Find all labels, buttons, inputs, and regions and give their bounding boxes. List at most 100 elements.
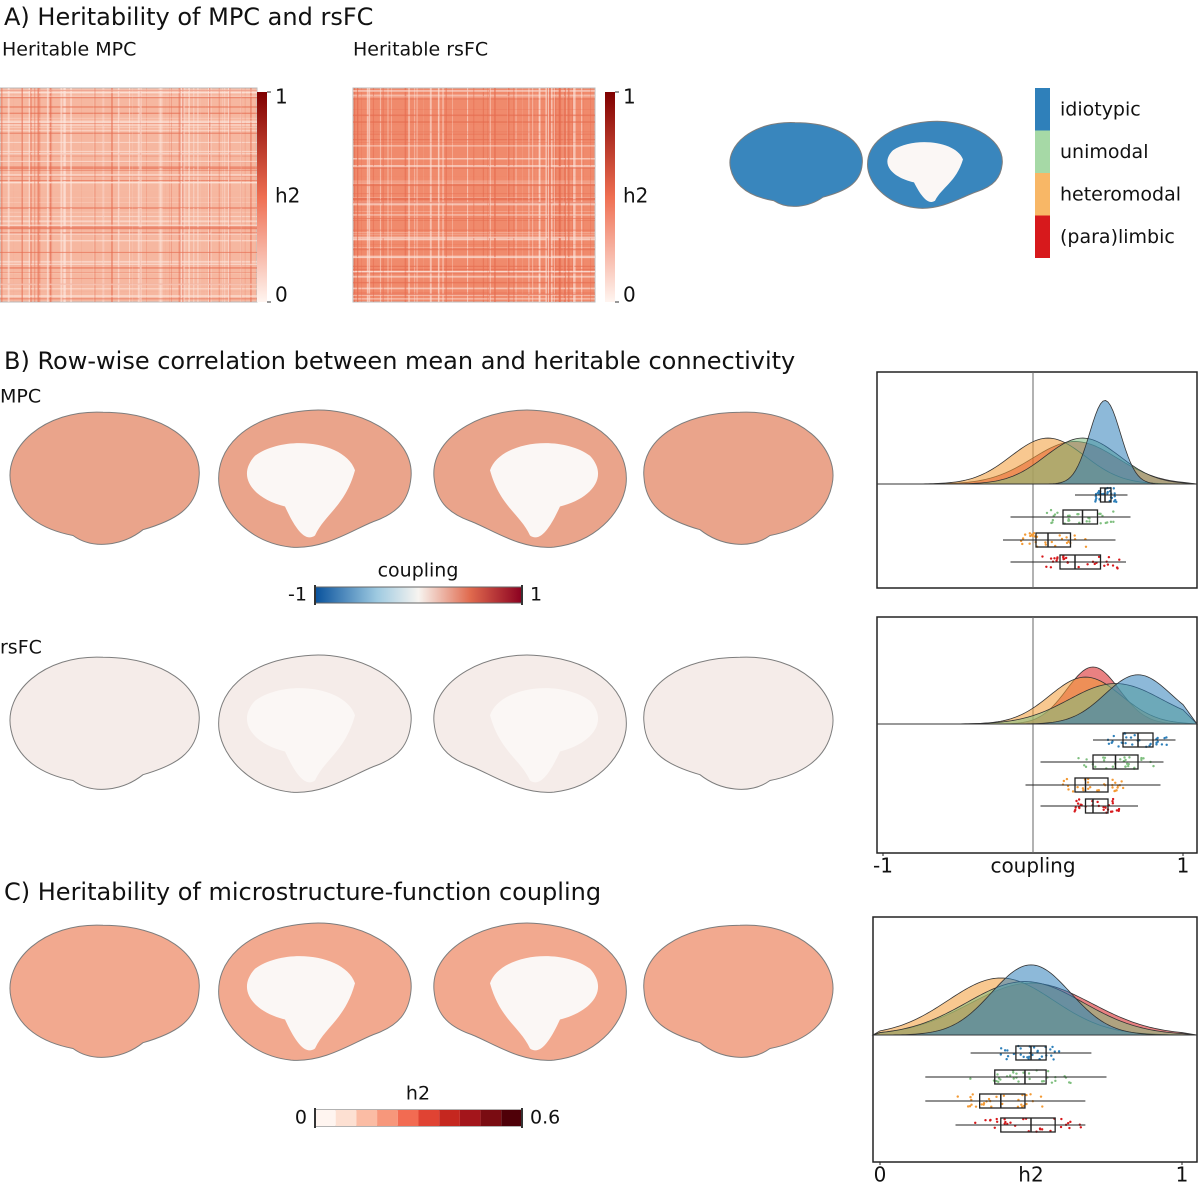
plot-frame	[872, 916, 1198, 1163]
jitter-point	[1111, 778, 1114, 782]
box	[994, 1069, 1047, 1085]
jitter-point	[1067, 540, 1070, 543]
jitter-point	[1050, 1081, 1054, 1084]
jitter-point	[1115, 500, 1118, 504]
jitter-point	[1106, 492, 1109, 495]
jitter-point	[1088, 517, 1091, 520]
jitter-point	[1165, 736, 1168, 739]
jitter-point	[1021, 537, 1025, 540]
jitter-point	[1102, 808, 1105, 812]
jitter-point	[1115, 566, 1119, 569]
jitter-point	[1103, 756, 1107, 759]
jitter-point	[1027, 1072, 1031, 1075]
jitter-point	[1163, 736, 1166, 740]
jitter-point	[1111, 786, 1114, 789]
jitter-point	[1148, 744, 1151, 747]
jitter-point	[1066, 1121, 1070, 1125]
row-label: MPC	[0, 386, 41, 408]
jitter-point	[1081, 787, 1085, 790]
matrix-label: Heritable rsFC	[353, 39, 488, 61]
jitter-point	[1002, 1094, 1006, 1097]
medial-wall	[490, 688, 599, 783]
brain-surface	[10, 412, 199, 544]
colorbar-step	[439, 1110, 460, 1126]
panel-title: C) Heritability of microstructure-functi…	[4, 878, 601, 906]
jitter-point	[1029, 1093, 1032, 1096]
jitter-point	[997, 1080, 1000, 1084]
jitter-point	[1021, 542, 1024, 546]
jitter-point	[1103, 564, 1106, 567]
jitter-point	[1028, 1077, 1031, 1081]
jitter-point	[995, 1120, 999, 1123]
jitter-point	[1001, 1102, 1004, 1106]
jitter-point	[970, 1098, 973, 1102]
jitter-point	[1115, 789, 1118, 792]
medial-wall	[490, 443, 599, 538]
jitter-point	[1069, 1120, 1072, 1124]
jitter-point	[1079, 1126, 1083, 1129]
jitter-point	[1036, 1050, 1039, 1054]
colorbar-label: coupling	[378, 560, 459, 582]
jitter-point	[1031, 1053, 1034, 1057]
x-tick-label: 1	[1177, 854, 1190, 878]
jitter-point	[1040, 1128, 1044, 1131]
jitter-point	[982, 1102, 986, 1105]
jitter-point	[1023, 533, 1027, 536]
jitter-point	[1097, 789, 1101, 792]
colorbar-tick-label: 1	[530, 584, 542, 606]
box	[1035, 532, 1072, 548]
brain	[10, 657, 199, 789]
jitter-point	[1104, 521, 1107, 525]
medial-wall	[246, 688, 355, 783]
jitter-point	[1111, 799, 1114, 803]
colorbar-label: h2	[623, 184, 648, 208]
jitter-point	[995, 1117, 998, 1121]
panel-title: A) Heritability of MPC and rsFC	[4, 3, 373, 31]
jitter-point	[970, 1103, 973, 1106]
jitter-point	[1111, 564, 1115, 567]
jitter-point	[1029, 534, 1032, 538]
colorbar-step	[377, 1110, 398, 1126]
jitter-point	[1051, 518, 1055, 522]
density	[872, 964, 1198, 1036]
jitter-point	[1012, 1077, 1015, 1080]
jitter-point	[1121, 786, 1125, 790]
jitter-point	[1142, 757, 1145, 760]
jitter-point	[1020, 1103, 1023, 1106]
jitter-point	[1116, 786, 1119, 789]
brain	[644, 657, 833, 789]
x-tick-label: -1	[873, 854, 893, 878]
jitter-point	[1062, 779, 1066, 783]
jitter-point	[1083, 764, 1086, 767]
jitter-point	[1065, 536, 1068, 539]
brain-surface	[644, 657, 833, 789]
jitter-point	[1119, 758, 1122, 761]
jitter-point	[996, 1073, 999, 1076]
jitter-point	[956, 1095, 959, 1098]
jitter-point	[1055, 559, 1058, 562]
density	[877, 674, 1198, 725]
jitter-point	[1044, 541, 1047, 544]
colorbar-step	[356, 1110, 378, 1126]
jitter-point	[1012, 1071, 1015, 1074]
jitter-point	[1006, 1049, 1009, 1052]
legend-label: (para)limbic	[1060, 226, 1175, 248]
colorbar	[257, 92, 267, 302]
jitter-point	[1088, 520, 1091, 523]
box	[979, 1093, 1026, 1109]
jitter-point	[1064, 556, 1068, 560]
jitter-point	[995, 1095, 998, 1099]
jitter-point	[1077, 756, 1080, 760]
jitter-point	[1099, 522, 1102, 525]
jitter-point	[995, 1079, 998, 1083]
jitter-point	[1111, 810, 1114, 813]
legend-swatch	[1035, 215, 1050, 258]
jitter-point	[1066, 514, 1070, 518]
jitter-point	[1003, 1122, 1006, 1125]
medial-wall	[246, 956, 355, 1051]
colorbar-step	[480, 1110, 502, 1126]
jitter-point	[1084, 545, 1088, 548]
jitter-point	[1094, 495, 1098, 498]
jitter-point	[1049, 566, 1053, 569]
